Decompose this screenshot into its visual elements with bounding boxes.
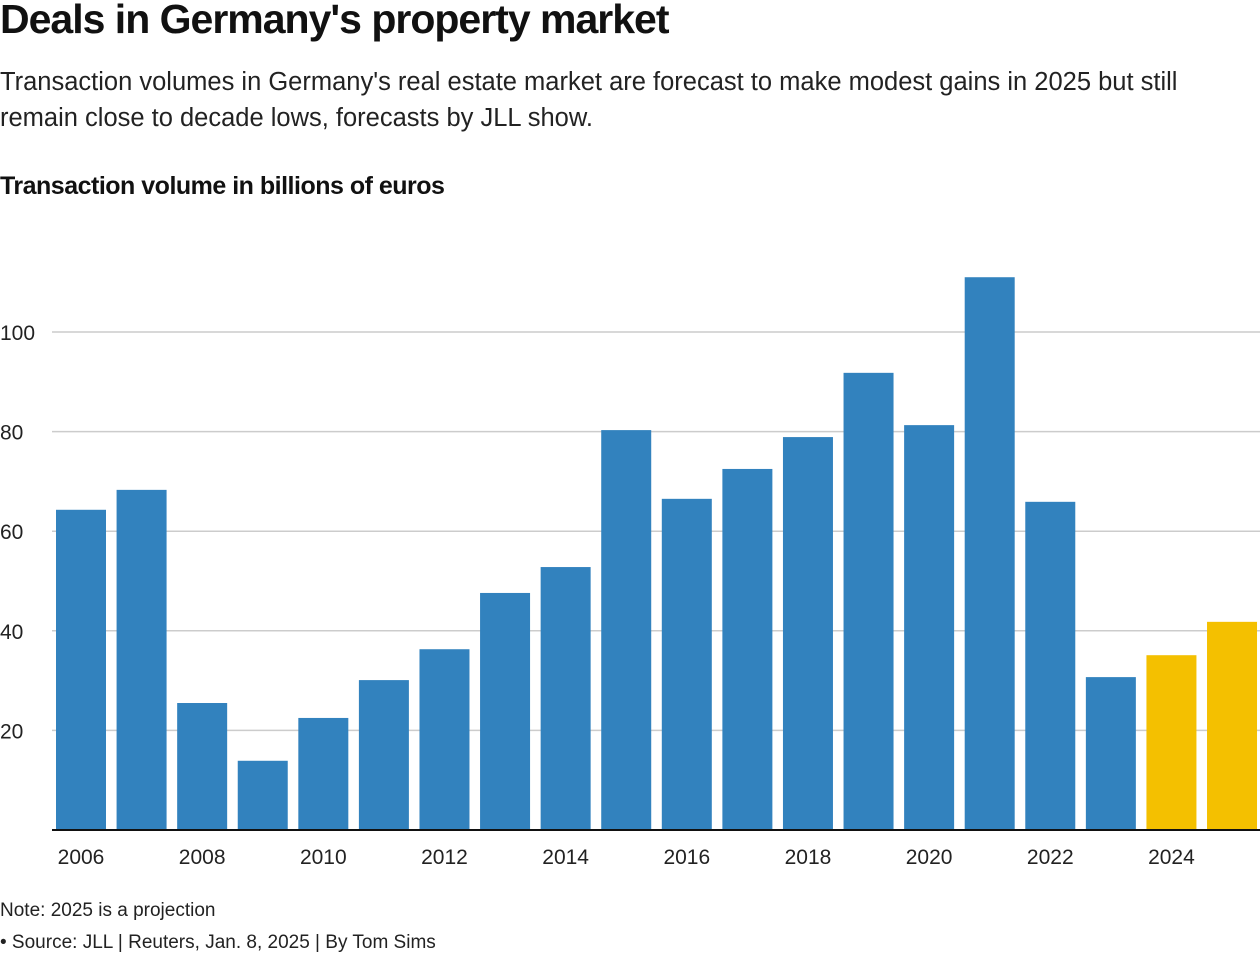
x-tick-label: 2024 <box>1148 846 1195 869</box>
bar-2022 <box>1025 501 1076 830</box>
y-tick-label: 20 <box>0 720 23 743</box>
bar-2019 <box>843 372 894 830</box>
bar-2012 <box>419 649 470 830</box>
x-tick-label: 2008 <box>179 846 226 869</box>
x-tick-label: 2012 <box>421 846 468 869</box>
bar-2020 <box>904 425 955 830</box>
bar-2006 <box>56 509 106 830</box>
x-tick-label: 2018 <box>785 846 832 869</box>
y-tick-label: 100 <box>0 322 35 345</box>
chart-note: Note: 2025 is a projection <box>0 900 216 921</box>
bar-2007 <box>116 489 167 830</box>
bar-chart: 20 40 60 80 100 2006 2008 2010 2012 2014 2016 2018 2… <box>0 277 1260 869</box>
bar-2024 <box>1146 655 1197 830</box>
chart-source: • Source: JLL | Reuters, Jan. 8, 2025 | … <box>0 932 436 953</box>
bar-2014 <box>540 567 591 830</box>
bar-2023 <box>1085 677 1136 830</box>
y-tick-label: 40 <box>0 621 23 644</box>
y-axis-label: Transaction volume in billions of euros <box>0 172 445 200</box>
bar-2008 <box>177 703 228 830</box>
bar-2016 <box>661 498 712 830</box>
bar-2009 <box>237 760 288 830</box>
x-tick-label: 2020 <box>906 846 953 869</box>
bar-2013 <box>480 592 531 830</box>
x-tick-label: 2016 <box>663 846 710 869</box>
x-tick-label: 2006 <box>58 846 105 869</box>
bar-2017 <box>722 468 773 830</box>
chart-title: Deals in Germany's property market <box>0 0 669 42</box>
bar-2025 <box>1207 621 1258 830</box>
bar-2015 <box>601 430 652 830</box>
x-tick-label: 2014 <box>542 846 589 869</box>
x-tick-label: 2022 <box>1027 846 1074 869</box>
bar-2011 <box>358 680 409 830</box>
bar-2021 <box>964 277 1015 831</box>
x-tick-label: 2010 <box>300 846 347 869</box>
chart-subtitle: Transaction volumes in Germany's real es… <box>0 68 1178 132</box>
y-tick-label: 80 <box>0 422 23 445</box>
y-tick-label: 60 <box>0 521 23 544</box>
bar-2018 <box>782 437 833 830</box>
bar-2010 <box>298 717 349 830</box>
